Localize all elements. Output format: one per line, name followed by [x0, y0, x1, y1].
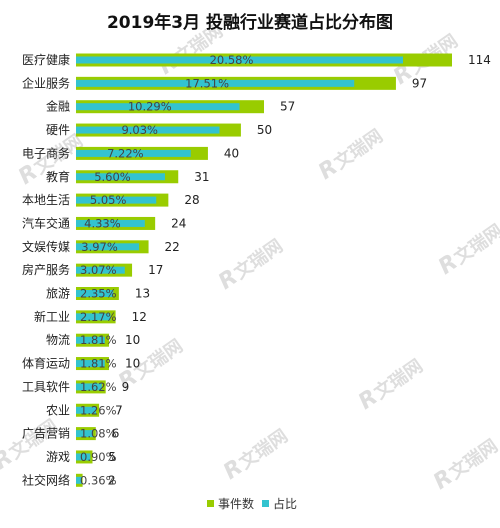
- category-label: 汽车交通: [22, 215, 70, 230]
- category-label: 硬件: [46, 123, 70, 137]
- category-label: 房产服务: [22, 262, 70, 277]
- legend-label-percent: 占比: [273, 496, 297, 511]
- percent-label: 2.17%: [80, 310, 117, 324]
- percent-label: 3.07%: [80, 263, 117, 277]
- count-label: 57: [280, 100, 295, 114]
- percent-label: 3.97%: [81, 240, 118, 254]
- category-label: 本地生活: [22, 193, 70, 207]
- percent-label: 1.62%: [80, 380, 117, 394]
- watermark-text: 文瑞网: [330, 125, 387, 174]
- watermark-text: 文瑞网: [230, 235, 287, 284]
- category-label: 医疗健康: [22, 52, 70, 67]
- legend: 事件数 占比: [207, 496, 297, 511]
- category-label: 金融: [46, 99, 70, 114]
- percent-label: 10.29%: [128, 100, 172, 114]
- count-label: 28: [184, 193, 199, 207]
- percent-label: 20.58%: [210, 53, 254, 67]
- count-label: 17: [148, 263, 163, 277]
- watermark-text: 文瑞网: [445, 435, 500, 484]
- percent-label: 2.35%: [80, 287, 117, 301]
- percent-bar: [76, 406, 97, 414]
- count-label: 24: [171, 216, 186, 230]
- percent-bar: [76, 126, 220, 134]
- count-label: 9: [122, 380, 130, 394]
- watermark-text: 文瑞网: [450, 220, 500, 269]
- category-label: 企业服务: [22, 75, 70, 90]
- percent-bar: [76, 173, 165, 181]
- percent-label: 1.81%: [80, 333, 117, 347]
- percent-bar: [76, 336, 105, 344]
- legend-label-count: 事件数: [218, 496, 254, 511]
- percent-label: 1.08%: [80, 427, 117, 441]
- percent-bar: [76, 56, 403, 64]
- percent-label: 0.90%: [80, 450, 117, 464]
- percent-bar: [76, 103, 240, 111]
- category-label: 教育: [46, 169, 70, 184]
- legend-swatch-count: [207, 500, 214, 507]
- percent-bar: [76, 243, 140, 251]
- percent-bar: [76, 430, 94, 438]
- count-label: 114: [468, 53, 491, 67]
- percent-label: 17.51%: [185, 76, 229, 90]
- percent-bar: [76, 266, 125, 274]
- percent-bar: [76, 360, 105, 368]
- category-label: 工具软件: [22, 380, 70, 394]
- category-label: 社交网络: [22, 472, 70, 487]
- count-label: 13: [135, 287, 150, 301]
- percent-bar: [76, 219, 145, 227]
- watermark-text: 文瑞网: [235, 425, 292, 474]
- percent-label: 0.36%: [80, 473, 117, 487]
- percent-bar: [76, 313, 111, 321]
- percent-label: 1.81%: [80, 357, 117, 371]
- percent-bar: [76, 453, 91, 461]
- count-label: 5: [108, 450, 116, 464]
- count-label: 2: [108, 473, 116, 487]
- category-label: 旅游: [46, 287, 70, 301]
- category-label: 游戏: [46, 450, 70, 464]
- percent-label: 5.60%: [94, 170, 131, 184]
- category-label: 新工业: [34, 309, 70, 324]
- category-label: 农业: [46, 403, 70, 417]
- percent-bar: [76, 196, 157, 204]
- percent-bar: [76, 383, 102, 391]
- count-label: 97: [412, 76, 427, 90]
- percent-bar: [76, 79, 355, 87]
- percent-label: 9.03%: [121, 123, 158, 137]
- count-label: 6: [112, 427, 120, 441]
- percent-label: 5.05%: [90, 193, 127, 207]
- count-label: 22: [165, 240, 180, 254]
- count-label: 31: [194, 170, 209, 184]
- percent-bar: [76, 290, 114, 297]
- count-label: 7: [115, 403, 123, 417]
- category-label: 电子商务: [22, 145, 70, 160]
- count-label: 50: [257, 123, 272, 137]
- count-label: 40: [224, 146, 239, 160]
- percent-label: 4.33%: [84, 216, 121, 230]
- percent-bar: [76, 149, 191, 157]
- count-label: 10: [125, 357, 140, 371]
- category-label: 文娱传媒: [22, 239, 70, 254]
- category-label: 物流: [46, 333, 70, 347]
- percent-bar: [76, 476, 82, 484]
- count-label: 12: [132, 310, 147, 324]
- percent-label: 1.26%: [80, 403, 117, 417]
- count-label: 10: [125, 333, 140, 347]
- chart-title: 2019年3月 投融行业赛道占比分布图: [107, 12, 393, 33]
- category-label: 体育运动: [22, 356, 70, 371]
- watermark-text: 文瑞网: [370, 355, 427, 404]
- legend-swatch-percent: [262, 500, 269, 507]
- percent-label: 7.22%: [107, 146, 144, 160]
- category-label: 广告营销: [22, 427, 70, 441]
